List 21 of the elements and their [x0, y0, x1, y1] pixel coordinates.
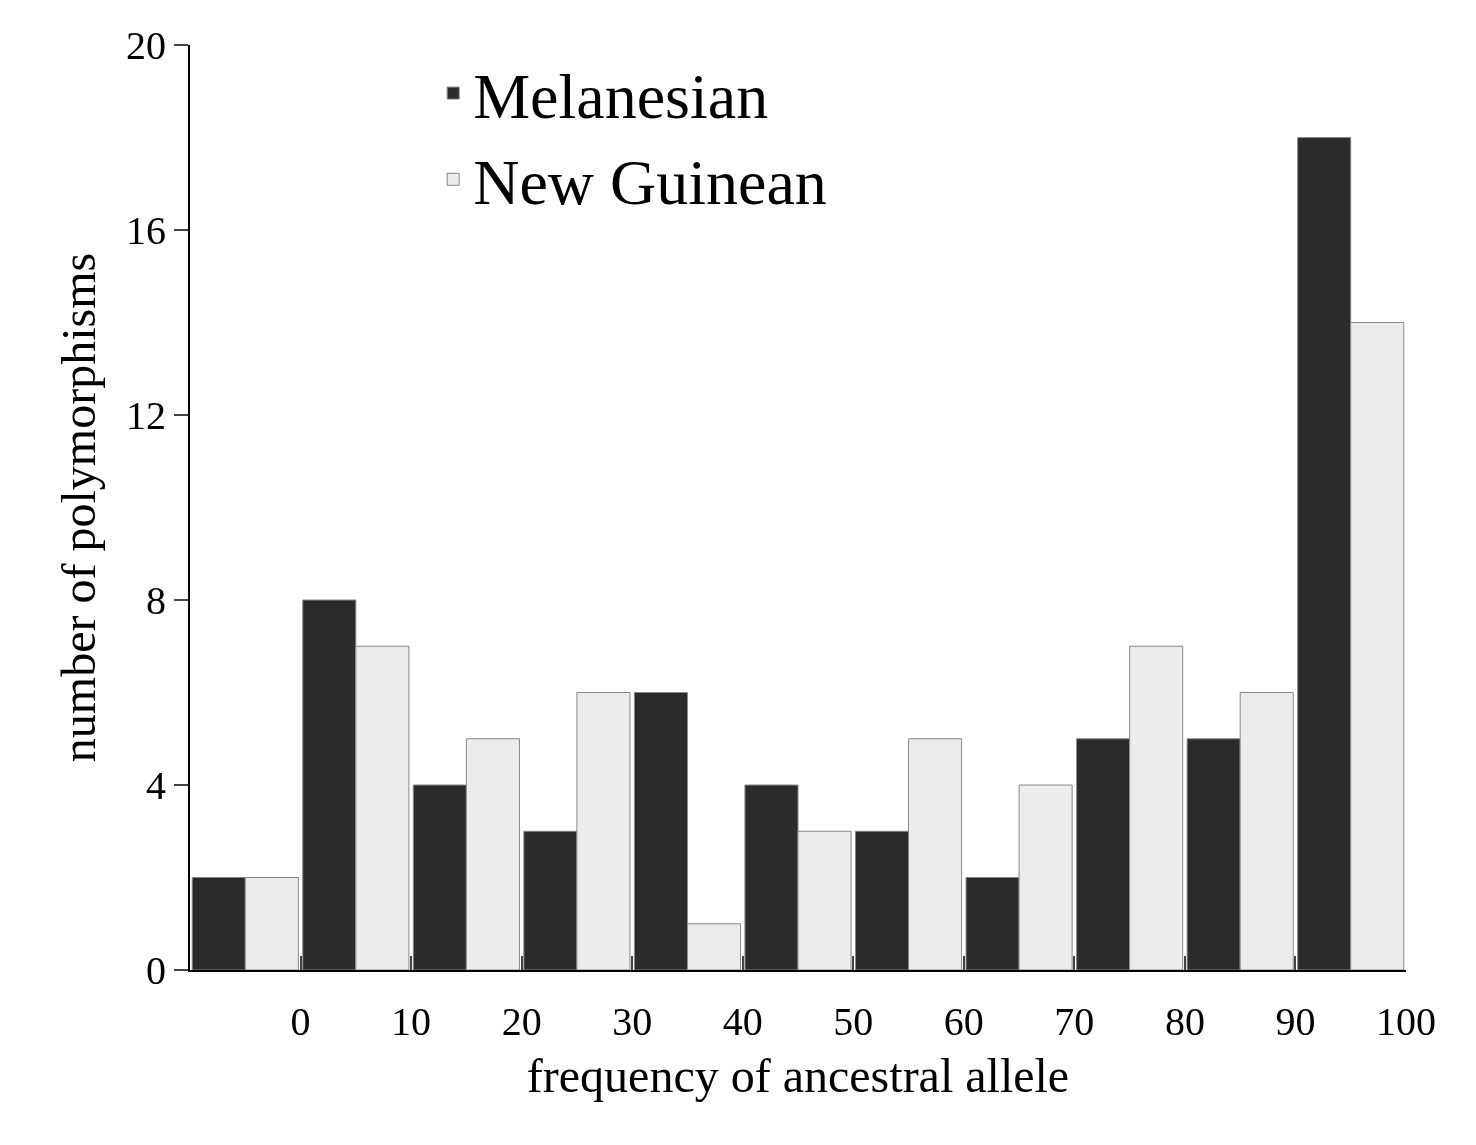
- x-tick-label: 70: [1054, 999, 1095, 1044]
- y-tick-label: 0: [146, 948, 166, 993]
- x-tick-label: 20: [501, 999, 542, 1044]
- x-tick-label: 50: [833, 999, 874, 1044]
- x-tick-label: 0: [290, 999, 311, 1044]
- legend-label: New Guinean: [473, 147, 827, 219]
- x-tick-label: 10: [391, 999, 432, 1044]
- x-tick-label: 30: [612, 999, 653, 1044]
- x-tick-label: 80: [1164, 999, 1205, 1044]
- x-tick-label: 90: [1275, 999, 1316, 1044]
- y-tick-label: 12: [126, 393, 166, 438]
- x-axis-title: frequency of ancestral allele: [526, 1048, 1070, 1102]
- y-tick-label: 4: [146, 763, 166, 808]
- y-tick-label: 20: [126, 23, 166, 68]
- y-tick-label: 8: [146, 578, 166, 623]
- y-tick-label: 16: [126, 208, 166, 253]
- legend-label: Melanesian: [473, 61, 769, 133]
- x-tick-label: 40: [722, 999, 763, 1044]
- x-tick-label: 60: [943, 999, 984, 1044]
- y-axis-title: number of polymorphisms: [52, 252, 106, 763]
- x-tick-label: 100: [1376, 999, 1436, 1044]
